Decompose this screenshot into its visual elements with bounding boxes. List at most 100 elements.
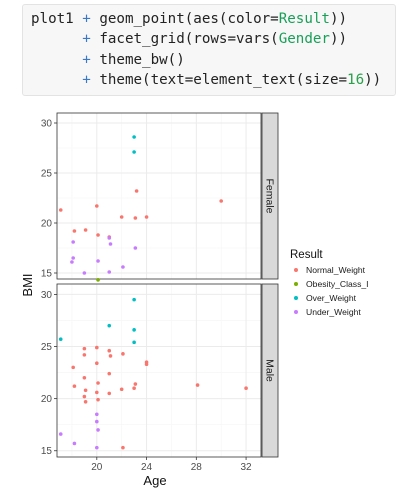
facet-strip [261,283,279,458]
y-tick-label: 25 [41,342,53,353]
data-point [244,386,248,391]
code-token: 16 [347,71,365,88]
data-point [95,204,99,208]
legend-key [294,296,298,300]
data-point [72,441,77,446]
y-axis-title: BMI [20,273,35,296]
data-point [71,365,75,370]
data-point [82,271,87,275]
data-point [58,432,63,436]
data-point [71,240,75,244]
panel-border [56,112,262,280]
data-point [58,208,63,212]
data-point [95,419,99,424]
code-line: + theme(text=element_text(size=16)) [31,70,395,90]
code-token: )) [329,31,348,48]
code-line: + facet_grid(rows=vars(Gender)) [31,29,395,49]
y-tick-label: 30 [41,119,53,130]
data-point [132,386,136,391]
data-point [134,189,139,193]
data-point [132,328,136,332]
code-line: plot1 + geom_point(aes(color=Result)) [31,9,395,29]
data-point [58,337,63,342]
code-token: Result [278,11,330,27]
data-point [108,354,113,358]
data-point [96,259,100,263]
facet-strip-label: Female [264,178,276,213]
y-tick-label: 25 [41,169,53,180]
data-point [83,399,88,404]
code-token: Gender [278,31,330,48]
data-point [119,387,124,392]
data-point [95,361,99,366]
facet-strip-label: Male [264,359,276,382]
x-tick-label: 32 [241,462,253,473]
data-point [121,265,125,269]
data-point [195,383,200,387]
data-point [121,352,125,356]
code-token: theme(text=element_text(size= [90,71,348,88]
data-point [132,150,136,154]
data-point [83,228,88,232]
data-point [82,353,87,357]
x-tick-label: 28 [191,462,203,473]
facet-strip [261,112,279,280]
y-tick-label: 30 [41,290,53,301]
code-token: )) [329,11,348,27]
data-point [72,229,77,233]
code-token: theme_bw() [90,51,185,68]
code-token: + [82,31,91,48]
legend-label: Normal_Weight [306,265,366,275]
data-point [83,388,88,393]
data-point [132,340,136,345]
data-point [108,242,113,246]
data-point [219,199,223,203]
x-tick-label: 24 [141,462,153,473]
data-point [71,256,75,260]
legend-key [294,282,298,286]
data-point [95,345,99,350]
y-tick-label: 20 [41,394,53,405]
legend-label: Obesity_Class_I [306,279,369,289]
data-point [96,233,100,237]
panel-background [57,284,261,457]
data-point [82,394,87,399]
legend-title: Result [290,249,323,261]
code-block: plot1 + geom_point(aes(color=Result)) + … [22,4,396,96]
data-point [144,362,149,367]
y-tick-label: 15 [41,446,53,457]
data-point [121,445,125,450]
panel-border [56,283,262,458]
data-point [82,346,87,351]
data-point [107,270,112,274]
data-point [96,397,100,402]
data-point [82,375,87,380]
data-point [95,390,99,395]
y-tick-label: 15 [41,269,53,280]
code-token: facet_grid(rows=vars( [90,31,279,48]
data-point [132,135,136,139]
x-axis-title: Age [143,473,166,488]
data-point [107,371,112,376]
y-tick-label: 20 [41,219,53,230]
data-point [107,236,112,240]
data-point [95,445,99,450]
legend-key [294,268,298,272]
data-point [95,412,99,417]
data-point [132,297,136,302]
data-point [96,381,100,385]
data-point [96,428,100,432]
code-line: + theme_bw() [31,50,395,70]
data-point [107,391,112,396]
panel-background [57,113,261,279]
code-token: + [82,51,91,68]
code-token: geom_point(aes(color= [90,11,279,27]
code-token: + [82,71,91,88]
legend-label: Over_Weight [306,293,357,303]
legend-label: Under_Weight [306,307,361,317]
data-point [96,278,100,282]
data-point [133,382,138,386]
data-point [144,215,149,219]
code-token: + [82,11,91,27]
data-point [70,260,74,264]
